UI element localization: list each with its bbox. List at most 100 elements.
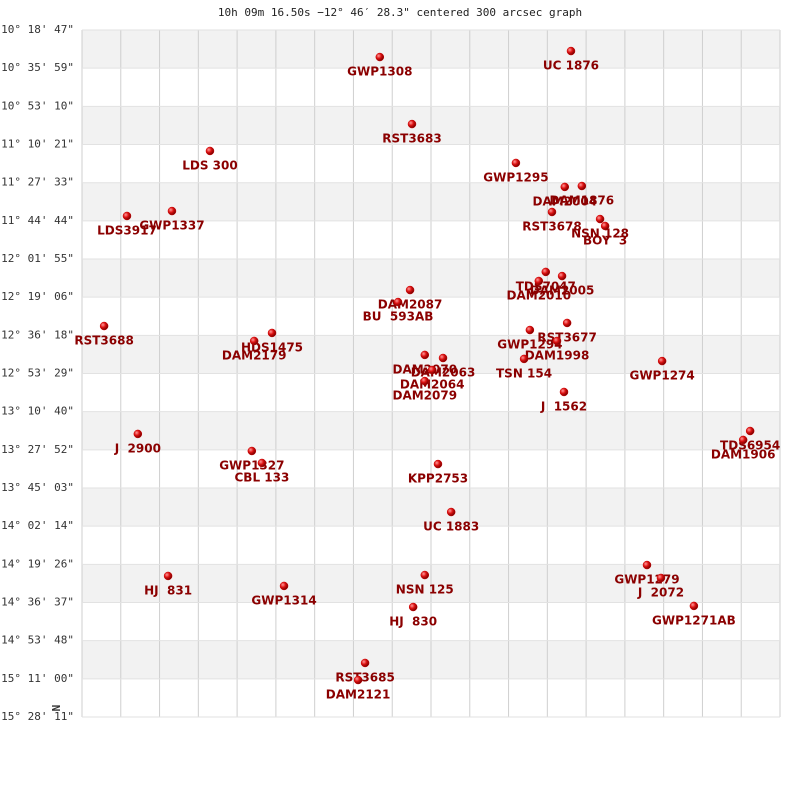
star-label: GWP1279 [614, 573, 679, 587]
y-tick-label: -14° 19' 26" [0, 557, 74, 570]
star [257, 458, 267, 468]
y-tick-label: -11° 44' 44" [0, 214, 74, 227]
star-label: TSN 154 [496, 366, 552, 380]
star [560, 182, 570, 192]
star-label: BU 593AB [363, 310, 434, 324]
star-label: GWP1308 [347, 65, 412, 79]
star-label: HJ 830 [389, 614, 437, 628]
star-label: DAM2179 [222, 348, 287, 362]
star [552, 336, 562, 346]
star-label: DAM1906 [711, 447, 776, 461]
star [249, 336, 259, 346]
star-label: GWP1294 [497, 338, 562, 352]
y-tick-label: -14° 53' 48" [0, 634, 74, 647]
star [541, 267, 551, 277]
star [393, 297, 403, 307]
y-tick-label: -13° 10' 40" [0, 405, 74, 418]
star [420, 570, 430, 580]
star-label: DAM2064 [400, 377, 465, 391]
star [600, 221, 610, 231]
star [420, 350, 430, 360]
star [566, 46, 576, 56]
star-label: DAM2079 [392, 389, 457, 403]
star [167, 206, 177, 216]
star [557, 271, 567, 281]
star [519, 354, 529, 364]
star [446, 507, 456, 517]
star-label: RST3678 [522, 219, 581, 233]
star [577, 181, 587, 191]
star [745, 426, 755, 436]
star [689, 601, 699, 611]
star-label: RST3685 [335, 670, 394, 684]
star-label: J 2072 [637, 585, 684, 599]
star [408, 602, 418, 612]
star-label: HJ 831 [144, 583, 192, 597]
star [427, 365, 437, 375]
star [163, 571, 173, 581]
star [534, 276, 544, 286]
north-label: N [50, 705, 63, 712]
y-tick-label: -15° 28' 11" [0, 710, 74, 723]
y-tick-label: -14° 36' 37" [0, 596, 74, 609]
y-tick-label: -12° 01' 55" [0, 252, 74, 265]
star-label: GWP1295 [483, 170, 548, 184]
star-label: DAM2121 [326, 688, 391, 702]
star-label: UC 1876 [543, 59, 599, 73]
star-label: TDS6954 [720, 439, 780, 453]
y-tick-label: -10° 18' 47" [0, 23, 74, 36]
star-label: DAM1876 [550, 193, 615, 207]
y-tick-label: -11° 27' 33" [0, 176, 74, 189]
star-label: GWP1271AB [652, 613, 736, 627]
star [642, 560, 652, 570]
y-tick-label: -10° 35' 59" [0, 61, 74, 74]
star [279, 581, 289, 591]
star-label: KPP2753 [408, 472, 468, 486]
chart-title: 10h 09m 16.50s −12° 46′ 28.3" centered 3… [218, 6, 582, 19]
star-label: DAM1998 [525, 348, 590, 362]
y-tick-label: -13° 27' 52" [0, 443, 74, 456]
star [407, 119, 417, 129]
star-label: TDS7047 [516, 279, 576, 293]
star-label: UC 1883 [423, 520, 479, 534]
star-label: GWP1274 [629, 369, 694, 383]
y-tick-label: -12° 36' 18" [0, 328, 74, 341]
star [656, 573, 666, 583]
star-label: DAM2070 [392, 362, 457, 376]
star-label: RST3683 [382, 132, 441, 146]
star [122, 211, 132, 221]
star [525, 325, 535, 335]
y-tick-label: -12° 53' 29" [0, 367, 74, 380]
star-label: DAM2010 [507, 288, 572, 302]
y-tick-label: -14° 02' 14" [0, 519, 74, 532]
y-tick-label: -11° 10' 21" [0, 137, 74, 150]
star [547, 207, 557, 217]
star [360, 658, 370, 668]
star-label: J 2900 [114, 441, 161, 455]
star-label: NSN 128 [571, 227, 629, 241]
star [133, 429, 143, 439]
y-tick-label: -13° 45' 03" [0, 481, 74, 494]
star-label: BOY 3 [583, 233, 627, 247]
y-tick-label: -12° 19' 06" [0, 290, 74, 303]
star [438, 353, 448, 363]
star [247, 446, 257, 456]
y-tick-label: -10° 53' 10" [0, 99, 74, 112]
star-label: RST3677 [537, 330, 596, 344]
star-label: DAM2063 [411, 365, 476, 379]
star [738, 435, 748, 445]
star [405, 285, 415, 295]
star-label: J 1562 [540, 399, 587, 413]
star [433, 459, 443, 469]
star-label: NSN 125 [396, 583, 454, 597]
star-label: LDS3917 [97, 223, 157, 237]
star [657, 356, 667, 366]
y-tick-label: -15° 11' 00" [0, 672, 74, 685]
star [375, 52, 385, 62]
star [420, 376, 430, 386]
star [205, 146, 215, 156]
star-label: RST3688 [74, 334, 133, 348]
star-label: GWP1337 [139, 219, 204, 233]
star-label: GWP1327 [219, 458, 284, 472]
